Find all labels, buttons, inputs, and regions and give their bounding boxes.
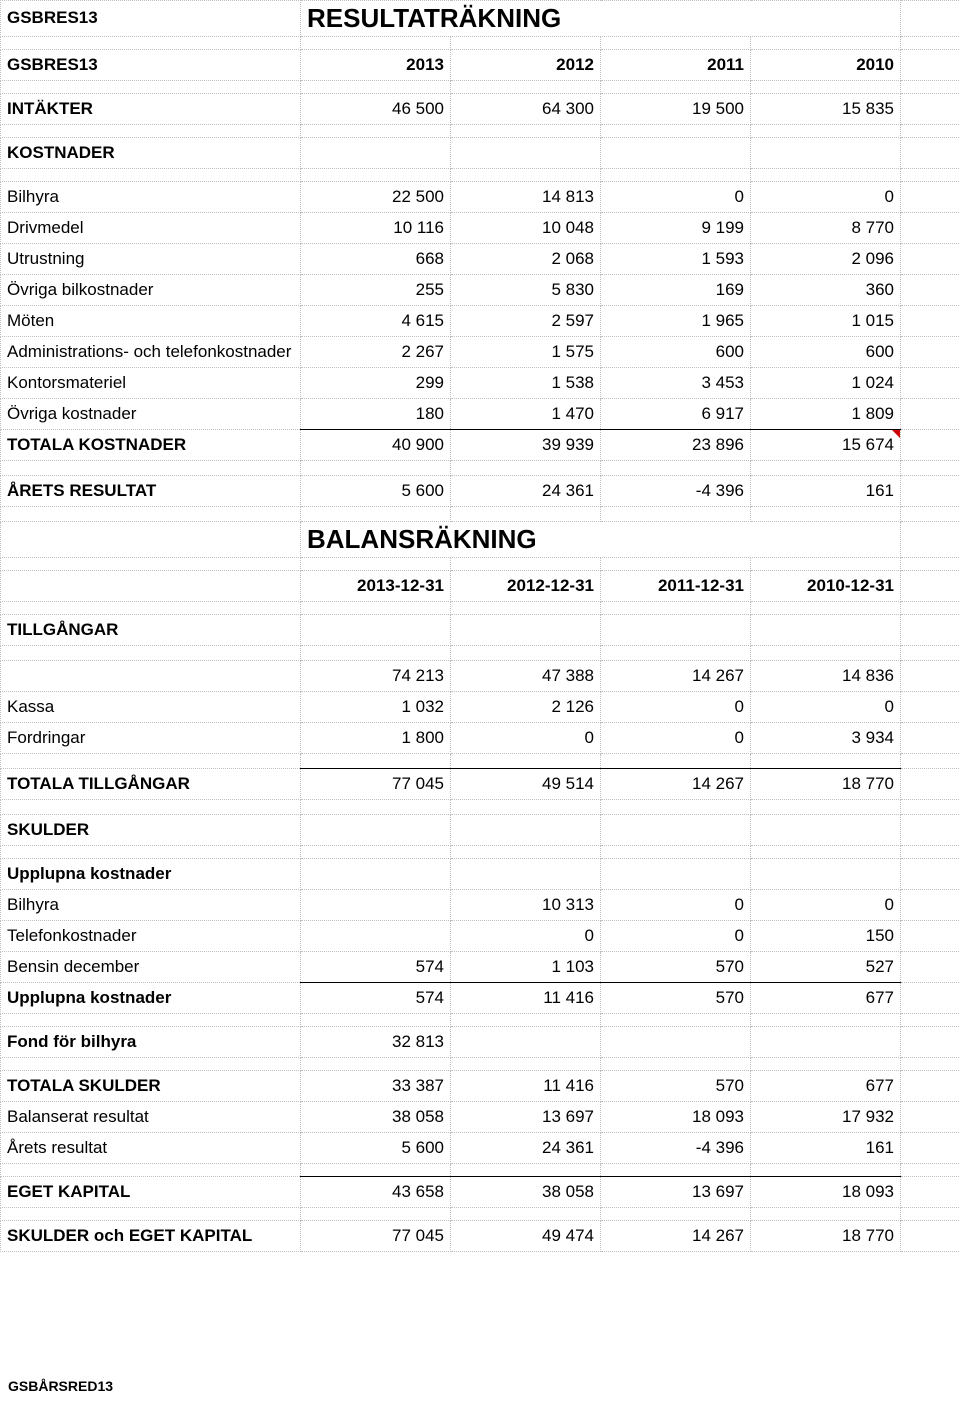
table-row: Bensin december 574 1 103 570 527 (1, 952, 960, 983)
section-kostnader: KOSTNADER (1, 138, 301, 169)
grand-total-row: SKULDER och EGET KAPITAL 77 045 49 474 1… (1, 1221, 960, 1252)
year-col-3: 2010 (751, 50, 901, 81)
intakter-2: 19 500 (601, 94, 751, 125)
date-col-3: 2010-12-31 (751, 571, 901, 602)
table-row: Drivmedel 10 116 10 048 9 199 8 770 (1, 213, 960, 244)
table-row: Utrustning 668 2 068 1 593 2 096 (1, 244, 960, 275)
subtotal-row: Upplupna kostnader 574 11 416 570 677 (1, 983, 960, 1014)
total-costs-2010-with-comment: 15 674 (751, 430, 901, 461)
section-skulder: SKULDER (1, 815, 301, 846)
table-row: Bilhyra 22 500 14 813 0 0 (1, 182, 960, 213)
code-b: GSBRES13 (1, 50, 301, 81)
year-col-1: 2012 (451, 50, 601, 81)
subsection-upplupna: Upplupna kostnader (1, 859, 301, 890)
table-row: Kassa 1 032 2 126 0 0 (1, 692, 960, 723)
table-row: Möten 4 615 2 597 1 965 1 015 (1, 306, 960, 337)
title-resultatrakning: RESULTATRÄKNING (301, 1, 901, 37)
year-col-2: 2011 (601, 50, 751, 81)
year-result-row: ÅRETS RESULTAT 5 600 24 361 -4 396 161 (1, 476, 960, 507)
fund-row: Fond för bilhyra 32 813 (1, 1027, 960, 1058)
date-col-2: 2011-12-31 (601, 571, 751, 602)
table-row: 74 213 47 388 14 267 14 836 (1, 661, 960, 692)
spreadsheet-area: GSBRES13 RESULTATRÄKNING GSBRES13 2013 2… (0, 0, 960, 1400)
date-col-1: 2012-12-31 (451, 571, 601, 602)
intakter-0: 46 500 (301, 94, 451, 125)
table-row: Fordringar 1 800 0 0 3 934 (1, 723, 960, 754)
table-row: Årets resultat 5 600 24 361 -4 396 161 (1, 1133, 960, 1164)
table-row: Telefonkostnader 0 0 150 (1, 921, 960, 952)
empty-cell (901, 1, 960, 37)
table-row: Övriga bilkostnader 255 5 830 169 360 (1, 275, 960, 306)
table-row: Kontorsmateriel 299 1 538 3 453 1 024 (1, 368, 960, 399)
table-row: Administrations- och telefonkostnader 2 … (1, 337, 960, 368)
date-col-0: 2013-12-31 (301, 571, 451, 602)
table-row: Balanserat resultat 38 058 13 697 18 093… (1, 1102, 960, 1133)
title-balansrakning: BALANSRÄKNING (301, 522, 901, 558)
total-row: TOTALA SKULDER 33 387 11 416 570 677 (1, 1071, 960, 1102)
intakter-1: 64 300 (451, 94, 601, 125)
section-intakter: INTÄKTER (1, 94, 301, 125)
section-tillgangar: TILLGÅNGAR (1, 615, 301, 646)
intakter-3: 15 835 (751, 94, 901, 125)
total-row: TOTALA KOSTNADER 40 900 39 939 23 896 15… (1, 430, 960, 461)
table-row: Bilhyra 10 313 0 0 (1, 890, 960, 921)
year-col-0: 2013 (301, 50, 451, 81)
total-row: TOTALA TILLGÅNGAR 77 045 49 514 14 267 1… (1, 769, 960, 800)
row-label: Bilhyra (1, 182, 301, 213)
table-row: Övriga kostnader 180 1 470 6 917 1 809 (1, 399, 960, 430)
sheet-tab-label: GSBÅRSRED13 (0, 1372, 960, 1400)
equity-row: EGET KAPITAL 43 658 38 058 13 697 18 093 (1, 1177, 960, 1208)
code-a: GSBRES13 (1, 1, 301, 37)
financial-table: GSBRES13 RESULTATRÄKNING GSBRES13 2013 2… (0, 0, 960, 1252)
